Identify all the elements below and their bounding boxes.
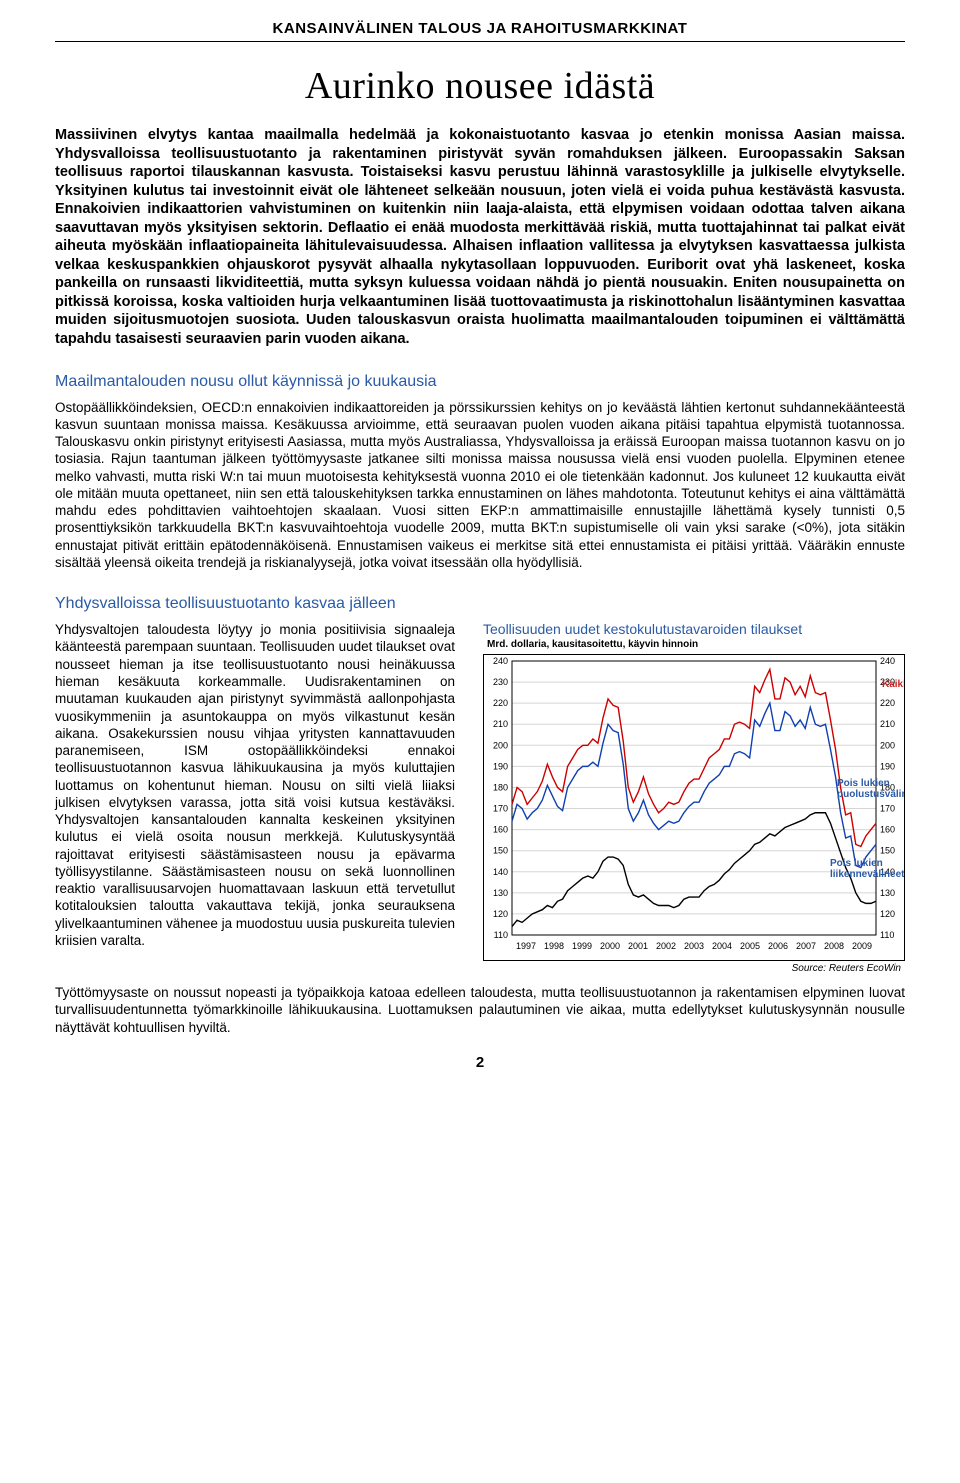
chart-subtitle: Mrd. dollaria, kausitasoitettu, käyvin h… xyxy=(487,639,905,650)
lead-paragraph: Massiivinen elvytys kantaa maailmalla he… xyxy=(55,126,905,349)
svg-text:190: 190 xyxy=(880,762,895,772)
svg-text:200: 200 xyxy=(880,741,895,751)
svg-text:2002: 2002 xyxy=(656,941,676,951)
line-chart: 1101101201201301301401401501501601601701… xyxy=(484,655,904,955)
svg-text:1997: 1997 xyxy=(516,941,536,951)
svg-text:110: 110 xyxy=(494,930,508,940)
svg-text:130: 130 xyxy=(493,888,508,898)
svg-text:puolustusvälineet: puolustusvälineet xyxy=(837,789,904,800)
svg-text:1999: 1999 xyxy=(572,941,592,951)
svg-text:240: 240 xyxy=(880,656,895,666)
svg-text:Kaikkiaan: Kaikkiaan xyxy=(882,679,904,690)
svg-text:liikennevälineet: liikennevälineet xyxy=(830,869,904,880)
section-1-body: Ostopäällikköindeksien, OECD:n ennakoivi… xyxy=(55,399,905,572)
chart-title: Teollisuuden uudet kestokulutustavaroide… xyxy=(483,621,905,637)
chart-source: Source: Reuters EcoWin xyxy=(483,963,905,974)
svg-text:Pois lukien: Pois lukien xyxy=(837,778,890,789)
svg-text:110: 110 xyxy=(880,930,894,940)
svg-text:210: 210 xyxy=(880,719,895,729)
svg-text:2007: 2007 xyxy=(796,941,816,951)
svg-text:1998: 1998 xyxy=(544,941,564,951)
svg-text:2009: 2009 xyxy=(852,941,872,951)
svg-text:Pois lukien: Pois lukien xyxy=(830,858,883,869)
svg-text:190: 190 xyxy=(493,762,508,772)
svg-text:2005: 2005 xyxy=(740,941,760,951)
svg-text:130: 130 xyxy=(880,888,895,898)
svg-text:200: 200 xyxy=(493,741,508,751)
svg-text:2000: 2000 xyxy=(600,941,620,951)
chart-frame: 1101101201201301301401401501501601601701… xyxy=(483,654,905,961)
article-title: Aurinko nousee idästä xyxy=(55,64,905,108)
svg-text:220: 220 xyxy=(493,698,508,708)
svg-text:120: 120 xyxy=(880,909,895,919)
section-1-title: Maailmantalouden nousu ollut käynnissä j… xyxy=(55,373,905,391)
svg-text:180: 180 xyxy=(493,783,508,793)
section-2-title: Yhdysvalloissa teollisuustuotanto kasvaa… xyxy=(55,595,905,613)
svg-text:170: 170 xyxy=(880,804,895,814)
svg-text:220: 220 xyxy=(880,698,895,708)
svg-text:170: 170 xyxy=(493,804,508,814)
svg-text:140: 140 xyxy=(493,867,508,877)
svg-text:210: 210 xyxy=(493,719,508,729)
svg-text:2003: 2003 xyxy=(684,941,704,951)
svg-text:160: 160 xyxy=(493,825,508,835)
svg-text:160: 160 xyxy=(880,825,895,835)
section-2-left-body: Yhdysvaltojen taloudesta löytyy jo monia… xyxy=(55,621,455,949)
svg-text:120: 120 xyxy=(493,909,508,919)
svg-text:150: 150 xyxy=(493,846,508,856)
svg-text:150: 150 xyxy=(880,846,895,856)
svg-text:240: 240 xyxy=(493,656,508,666)
svg-text:2001: 2001 xyxy=(628,941,648,951)
svg-text:2008: 2008 xyxy=(824,941,844,951)
section-header: KANSAINVÄLINEN TALOUS JA RAHOITUSMARKKIN… xyxy=(55,20,905,42)
section-2-after: Työttömyysaste on noussut nopeasti ja ty… xyxy=(55,984,905,1036)
svg-text:230: 230 xyxy=(493,677,508,687)
svg-text:2004: 2004 xyxy=(712,941,732,951)
page-number: 2 xyxy=(55,1054,905,1071)
svg-text:2006: 2006 xyxy=(768,941,788,951)
